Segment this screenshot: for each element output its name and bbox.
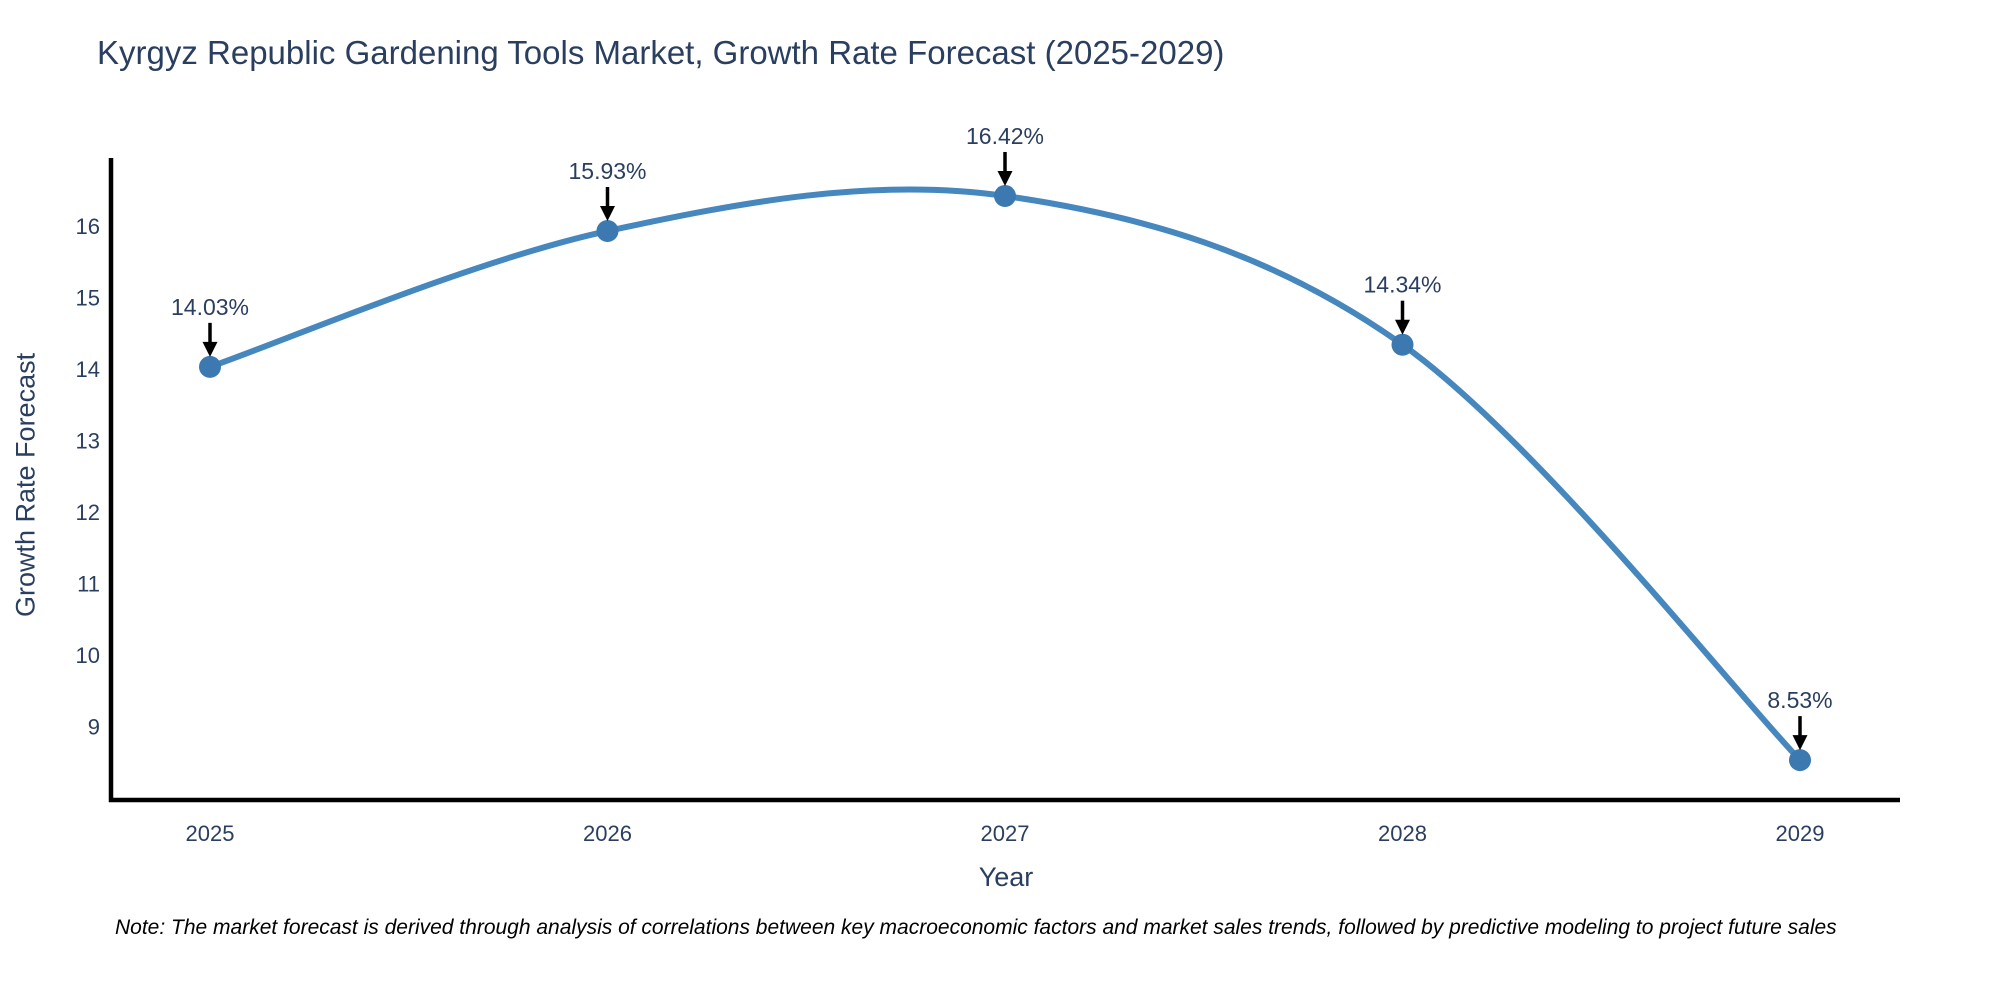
footnote: Note: The market forecast is derived thr… (115, 916, 1837, 939)
y-tick-label: 16 (76, 214, 100, 239)
annotation-arrowhead-icon (997, 170, 1013, 186)
point-value-label: 8.53% (1767, 687, 1832, 713)
x-tick-label: 2029 (1776, 821, 1825, 846)
x-tick-label: 2025 (186, 821, 235, 846)
data-point-marker[interactable] (199, 355, 221, 378)
annotation-arrowhead-icon (202, 341, 218, 357)
x-axis-title: Year (978, 862, 1034, 892)
forecast-line (209, 186, 1803, 763)
y-axis-title: Growth Rate Forecast (10, 352, 41, 618)
point-value-label: 15.93% (568, 158, 646, 184)
x-tick-label: 2027 (981, 821, 1030, 846)
data-point-marker[interactable] (1789, 749, 1811, 772)
x-tick-label: 2026 (583, 821, 632, 846)
y-tick-label: 9 (88, 715, 100, 740)
chart-title: Kyrgyz Republic Gardening Tools Market, … (97, 34, 1225, 71)
point-value-label: 14.03% (171, 294, 249, 320)
point-value-label: 16.42% (966, 123, 1044, 149)
y-tick-label: 14 (76, 357, 100, 382)
annotation-arrowhead-icon (600, 206, 615, 222)
data-point-marker[interactable] (1391, 333, 1414, 356)
y-tick-label: 15 (76, 286, 100, 311)
annotation-arrowhead-icon (1395, 319, 1410, 335)
point-value-label: 14.34% (1363, 272, 1441, 298)
data-point-marker[interactable] (596, 220, 619, 243)
data-point-marker[interactable] (994, 184, 1016, 207)
axis-spines (108, 158, 1900, 803)
y-tick-label: 12 (76, 500, 100, 525)
annotation-arrowhead-icon (1792, 735, 1808, 751)
y-tick-label: 11 (77, 572, 100, 597)
x-tick-label: 2028 (1378, 821, 1427, 846)
y-tick-label: 10 (76, 643, 100, 668)
y-tick-label: 13 (76, 429, 100, 454)
